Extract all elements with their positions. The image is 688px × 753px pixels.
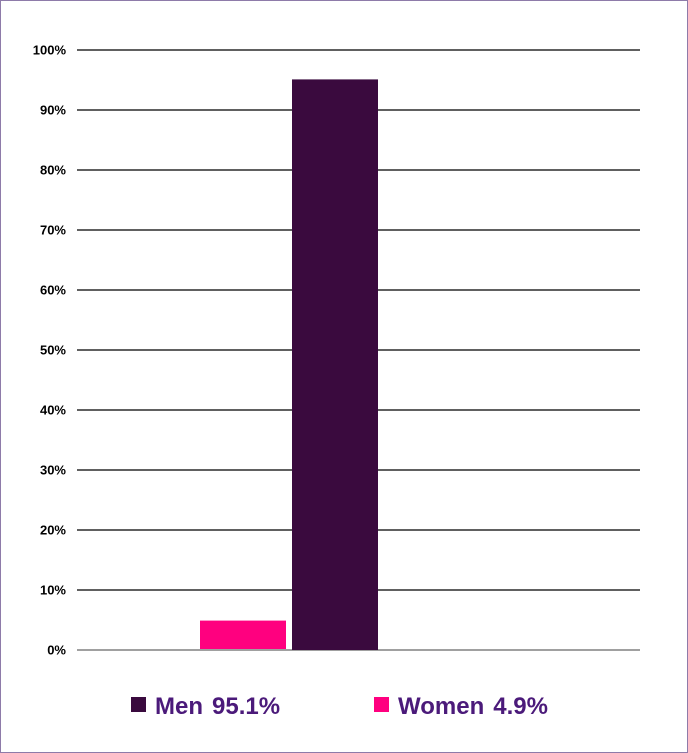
y-tick-label-100: 100% bbox=[33, 43, 67, 58]
y-tick-label-20: 20% bbox=[40, 523, 66, 538]
y-tick-label-90: 90% bbox=[40, 103, 66, 118]
y-axis-tick-labels: 0% 10% 20% 30% 40% 50% 60% 70% 80% 90% 100% bbox=[33, 43, 67, 658]
y-tick-label-40: 40% bbox=[40, 403, 66, 418]
legend-label-men: Men 95.1% bbox=[155, 693, 280, 720]
legend-swatch-men bbox=[131, 697, 146, 712]
y-tick-label-30: 30% bbox=[40, 463, 66, 478]
legend-label-women: Women 4.9% bbox=[398, 693, 548, 720]
y-tick-label-80: 80% bbox=[40, 163, 66, 178]
legend-series-name-men: Men bbox=[155, 693, 203, 720]
legend: Men 95.1% Women 4.9% bbox=[131, 693, 548, 720]
y-tick-label-70: 70% bbox=[40, 223, 66, 238]
legend-series-name-women: Women bbox=[398, 693, 484, 720]
y-tick-label-10: 10% bbox=[40, 583, 66, 598]
bar-women bbox=[200, 620, 286, 649]
y-tick-label-60: 60% bbox=[40, 283, 66, 298]
y-tick-label-0: 0% bbox=[47, 643, 66, 658]
y-tick-label-50: 50% bbox=[40, 343, 66, 358]
legend-swatch-women bbox=[374, 697, 389, 712]
legend-value-men: 95.1% bbox=[212, 693, 280, 720]
bars bbox=[200, 79, 378, 650]
legend-value-women: 4.9% bbox=[493, 693, 548, 720]
bar-men bbox=[292, 79, 378, 650]
